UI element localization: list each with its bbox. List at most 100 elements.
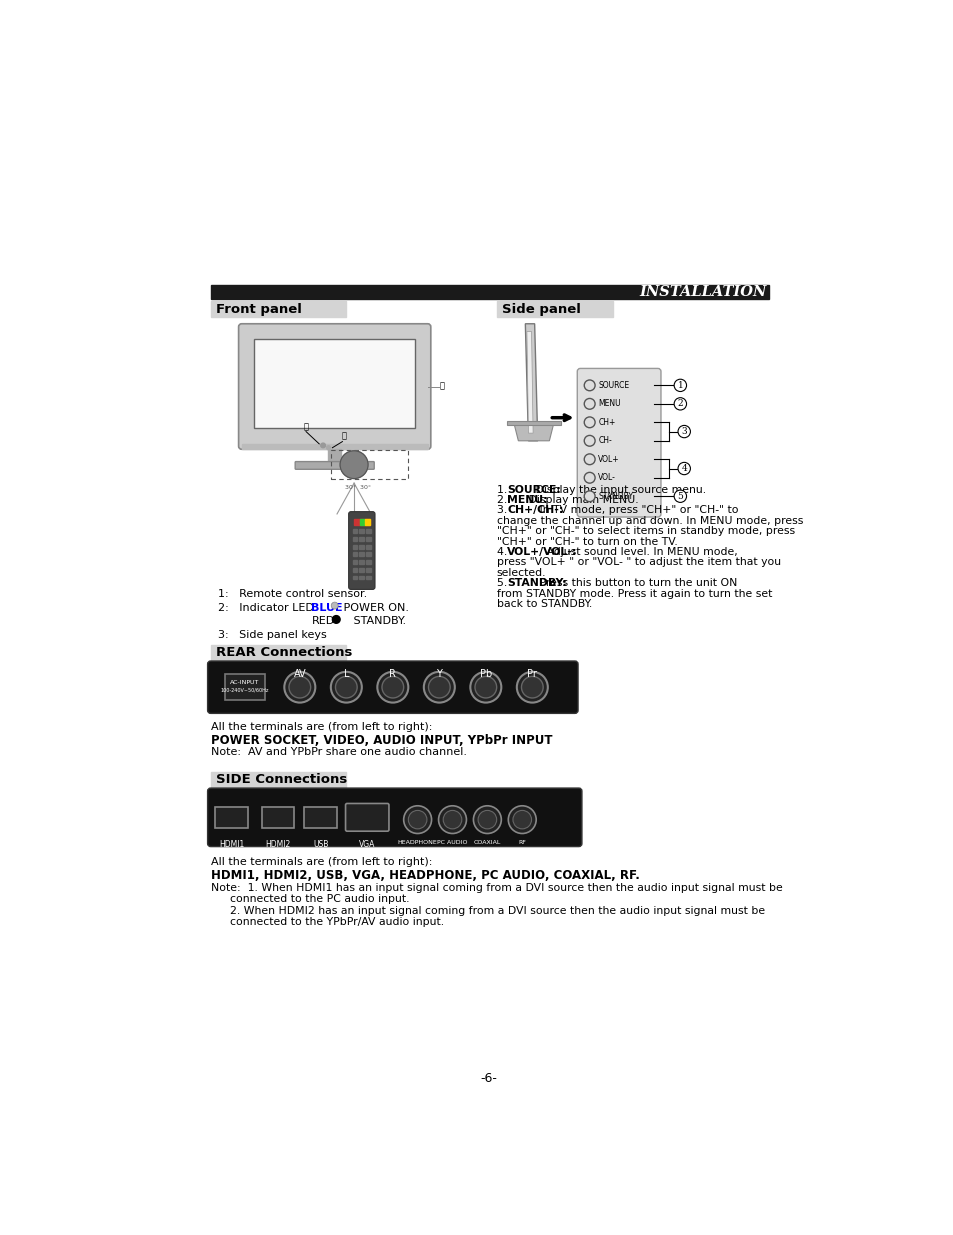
FancyBboxPatch shape [345, 804, 389, 831]
Circle shape [320, 443, 325, 448]
Text: CH+: CH+ [598, 417, 615, 427]
Bar [353, 568, 356, 572]
Text: Front panel: Front panel [216, 303, 302, 316]
Text: POWER SOCKET, VIDEO, AUDIO INPUT, YPbPr INPUT: POWER SOCKET, VIDEO, AUDIO INPUT, YPbPr … [211, 734, 552, 747]
Text: "CH+" or "CH-" to turn on the TV.: "CH+" or "CH-" to turn on the TV. [497, 537, 677, 547]
Text: AV: AV [294, 668, 306, 679]
Bar [506, 421, 560, 425]
Circle shape [521, 677, 542, 698]
Circle shape [332, 615, 340, 624]
Text: In TV mode, press "CH+" or "CH-" to: In TV mode, press "CH+" or "CH-" to [536, 505, 738, 515]
Circle shape [513, 810, 531, 829]
Bar [359, 568, 364, 572]
Text: Y: Y [436, 668, 442, 679]
Text: HEADPHONE: HEADPHONE [397, 840, 437, 845]
Text: L: L [343, 668, 349, 679]
Circle shape [678, 425, 690, 437]
Text: connected to the YPbPr/AV audio input.: connected to the YPbPr/AV audio input. [230, 918, 444, 927]
Circle shape [583, 417, 595, 427]
Text: Display main MENU.: Display main MENU. [525, 495, 639, 505]
Text: Adjust sound level. In MENU mode,: Adjust sound level. In MENU mode, [542, 547, 737, 557]
Bar [359, 545, 364, 548]
Circle shape [583, 454, 595, 464]
Circle shape [674, 379, 686, 391]
Circle shape [475, 677, 497, 698]
Text: STANDBY:: STANDBY: [507, 578, 567, 588]
Text: POWER ON.: POWER ON. [340, 603, 409, 613]
Bar [366, 552, 371, 556]
FancyBboxPatch shape [294, 462, 374, 469]
Circle shape [477, 810, 497, 829]
Text: Pb: Pb [479, 668, 492, 679]
Circle shape [473, 805, 500, 834]
Text: STANDBY: STANDBY [598, 492, 633, 500]
Bar [211, 645, 346, 661]
Text: VOL-: VOL- [598, 473, 616, 482]
Text: Side panel: Side panel [501, 303, 580, 316]
Circle shape [583, 436, 595, 446]
Bar [353, 576, 356, 579]
Bar [211, 301, 346, 317]
Circle shape [331, 603, 337, 609]
Circle shape [583, 490, 595, 501]
Polygon shape [514, 425, 553, 441]
Bar [366, 568, 371, 572]
Text: HDMI1: HDMI1 [219, 840, 244, 848]
Text: ①: ① [303, 424, 308, 431]
Bar [366, 576, 371, 579]
Text: BLUE: BLUE [311, 603, 343, 613]
Circle shape [377, 672, 408, 703]
Bar [211, 285, 768, 299]
Text: HDMI1, HDMI2, USB, VGA, HEADPHONE, PC AUDIO, COAXIAL, RF.: HDMI1, HDMI2, USB, VGA, HEADPHONE, PC AU… [211, 869, 639, 882]
Text: 2.: 2. [497, 495, 510, 505]
Text: COAXIAL: COAXIAL [474, 840, 500, 845]
Bar [366, 561, 371, 564]
Text: INSTALLATION: INSTALLATION [639, 285, 765, 299]
Text: PC AUDIO: PC AUDIO [436, 840, 467, 845]
Text: 1: 1 [677, 380, 682, 390]
Text: 3.: 3. [497, 505, 510, 515]
Text: AC-INPUT: AC-INPUT [230, 680, 259, 685]
Circle shape [470, 672, 500, 703]
Circle shape [583, 380, 595, 390]
Text: selected.: selected. [497, 568, 546, 578]
Circle shape [340, 451, 368, 478]
Bar [359, 552, 364, 556]
Text: ②: ② [341, 432, 346, 441]
Bar [354, 519, 369, 525]
Text: -6-: -6- [480, 1072, 497, 1086]
Circle shape [403, 805, 431, 834]
Text: VOL+/VOL-:: VOL+/VOL-: [507, 547, 578, 557]
Bar [304, 806, 336, 829]
Circle shape [326, 446, 330, 450]
FancyBboxPatch shape [238, 324, 431, 450]
Text: ③: ③ [439, 383, 444, 390]
Text: 4: 4 [680, 464, 686, 473]
Bar [360, 519, 365, 525]
Bar [353, 561, 356, 564]
Text: SIDE Connections: SIDE Connections [216, 773, 347, 787]
Text: connected to the PC audio input.: connected to the PC audio input. [230, 894, 409, 904]
Text: RED: RED [311, 616, 335, 626]
Bar [353, 552, 356, 556]
Text: press "VOL+ " or "VOL- " to adjust the item that you: press "VOL+ " or "VOL- " to adjust the i… [497, 557, 780, 567]
Text: 3:   Side panel keys: 3: Side panel keys [218, 630, 327, 640]
Text: CH+/CH-:: CH+/CH-: [507, 505, 563, 515]
Text: R: R [389, 668, 395, 679]
Text: 5: 5 [677, 492, 682, 500]
Circle shape [381, 677, 403, 698]
Text: Pr: Pr [527, 668, 537, 679]
FancyBboxPatch shape [208, 661, 578, 714]
Text: 2: 2 [677, 399, 682, 409]
Circle shape [674, 398, 686, 410]
Bar [366, 537, 371, 541]
Text: Display the input source menu.: Display the input source menu. [532, 484, 706, 495]
Circle shape [423, 672, 455, 703]
Text: from STANDBY mode. Press it again to turn the set: from STANDBY mode. Press it again to tur… [497, 589, 771, 599]
Bar [241, 443, 427, 448]
Text: VGA: VGA [358, 840, 375, 848]
Bar [331, 450, 408, 479]
Bar [359, 561, 364, 564]
Text: RF: RF [517, 840, 526, 845]
Text: 2:   Indicator LED:: 2: Indicator LED: [218, 603, 325, 613]
